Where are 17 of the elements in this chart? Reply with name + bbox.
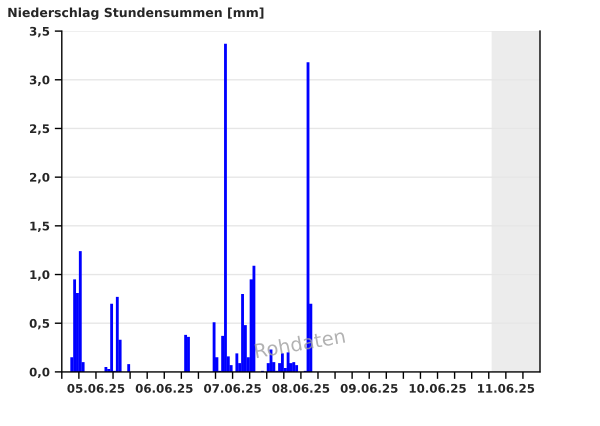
x-tick-label: 11.06.25	[478, 384, 534, 393]
annotation: Rohdaten	[254, 328, 346, 358]
y-tick-label: 3,5	[30, 26, 50, 38]
chart-title: Niederschlag Stundensummen [mm]	[8, 8, 264, 20]
y-tick-label: 0,5	[30, 318, 50, 330]
x-tick-label: 08.06.25	[272, 384, 330, 393]
y-tick-label: 1,0	[30, 270, 50, 281]
x-tick-label: 06.06.25	[136, 384, 193, 393]
y-tick-label: 0,0	[30, 368, 50, 378]
y-tick-label: 2,5	[30, 124, 50, 135]
x-tick-label: 07.06.25	[204, 384, 261, 393]
y-tick-label: 2,0	[30, 172, 50, 184]
x-tick-label: 09.06.25	[340, 384, 398, 393]
y-tick-label: 1,5	[30, 222, 50, 232]
x-tick-label: 10.06.25	[410, 384, 466, 393]
x-tick-label: 05.06.25	[67, 384, 124, 393]
y-tick-label: 3,0	[30, 76, 50, 86]
